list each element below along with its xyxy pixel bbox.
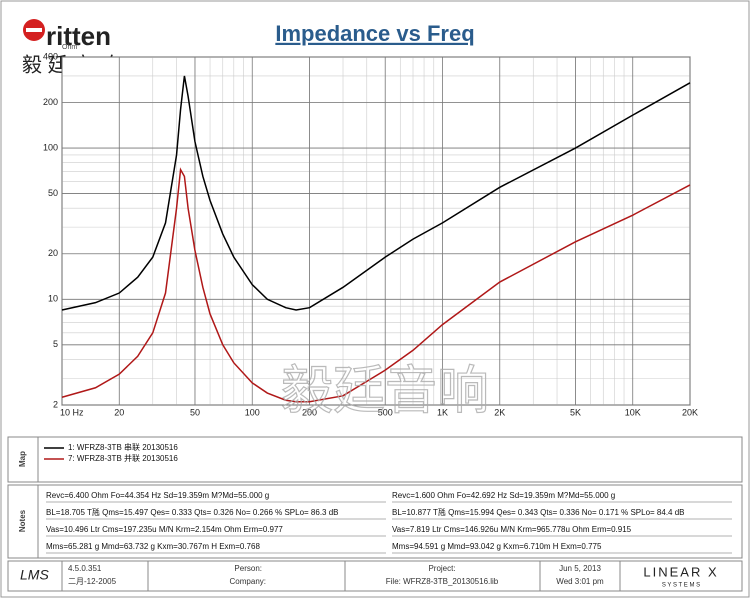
note-line: Vas=10.496 Ltr Cms=197.235u M/N Krm=2.15… — [46, 525, 283, 534]
y-tick-label: 5 — [53, 339, 58, 349]
version: 4.5.0.351 — [68, 564, 102, 573]
x-tick-label: 500 — [378, 407, 393, 417]
note-line: Mms=65.281 g Mmd=63.732 g Kxm=30.767m H … — [46, 542, 260, 551]
plot-area — [61, 56, 691, 406]
note-line: Vas=7.819 Ltr Cms=146.926u M/N Krm=965.7… — [392, 525, 632, 534]
note-line: BL=18.705 T瓱 Qms=15.497 Qes= 0.333 Qts= … — [46, 508, 339, 517]
person: Person: — [234, 564, 262, 573]
footer — [7, 560, 743, 592]
footer-logo: LMS — [20, 567, 49, 583]
brand-sub: S Y S T E M S — [662, 583, 700, 589]
watermark: 毅廷音响 — [281, 363, 489, 421]
note-line: Revc=6.400 Ohm Fo=44.354 Hz Sd=19.359m M… — [46, 491, 269, 500]
impedance-curve — [61, 167, 691, 403]
y-tick-label: 50 — [48, 188, 58, 198]
file: File: WFRZ8-3TB_20130516.lib — [386, 577, 499, 586]
x-tick-label: 20K — [682, 407, 698, 417]
y-tick-label: 200 — [43, 97, 58, 107]
y-tick-label: 2 — [53, 399, 58, 409]
legend-entry: 1: WFRZ8-3TB 串联 20130516 — [68, 443, 178, 452]
brand: LINEAR X — [643, 564, 718, 579]
x-tick-label: 200 — [302, 407, 317, 417]
x-tick-label: 20 — [114, 407, 124, 417]
note-line: Revc=1.600 Ohm Fo=42.692 Hz Sd=19.359m M… — [392, 491, 615, 500]
date: Jun 5, 2013 — [559, 564, 601, 573]
notes: Revc=6.400 Ohm Fo=44.354 Hz Sd=19.359m M… — [46, 491, 732, 554]
note-line: BL=10.877 T瓱 Qms=15.994 Qes= 0.343 Qts= … — [392, 508, 685, 517]
x-tick-label: 50 — [190, 407, 200, 417]
y-tick-label: 10 — [48, 294, 58, 304]
version-date: 二月-12-2005 — [68, 577, 117, 586]
legend-entry: 7: WFRZ8-3TB 并联 20130516 — [68, 453, 178, 463]
x-tick-label: 100 — [245, 407, 260, 417]
x-tick-label: 2K — [494, 407, 505, 417]
y-tick-label: 20 — [48, 248, 58, 258]
notes-panel — [7, 484, 743, 559]
plot: 10 Hz 20 50 100 200 500 1K 2K 5K 10K 20K 2 5 10 20 50 10… — [43, 51, 698, 417]
y-axis-label: Ohm — [62, 44, 77, 51]
map-label: Map — [18, 451, 27, 467]
notes-label: Notes — [18, 509, 27, 532]
x-tick-label: 5K — [570, 407, 581, 417]
y-tick-label: 100 — [43, 142, 58, 152]
project: Project: — [428, 564, 455, 573]
x-tick-label: 10 Hz — [60, 407, 84, 417]
y-tick-label: 400 — [43, 51, 58, 61]
logo-text: ritten — [46, 21, 111, 51]
time: Wed 3:01 pm — [556, 577, 604, 586]
map-panel — [7, 436, 743, 483]
impedance-curve — [61, 75, 691, 311]
note-line: Mms=94.591 g Mmd=93.042 g Kxm=6.710m H E… — [392, 542, 602, 551]
x-tick-label: 10K — [625, 407, 641, 417]
x-tick-label: 1K — [437, 407, 448, 417]
chart-title: Impedance vs Freq — [275, 21, 474, 46]
company: Company: — [230, 577, 266, 586]
logo-mark-bar — [26, 28, 42, 32]
